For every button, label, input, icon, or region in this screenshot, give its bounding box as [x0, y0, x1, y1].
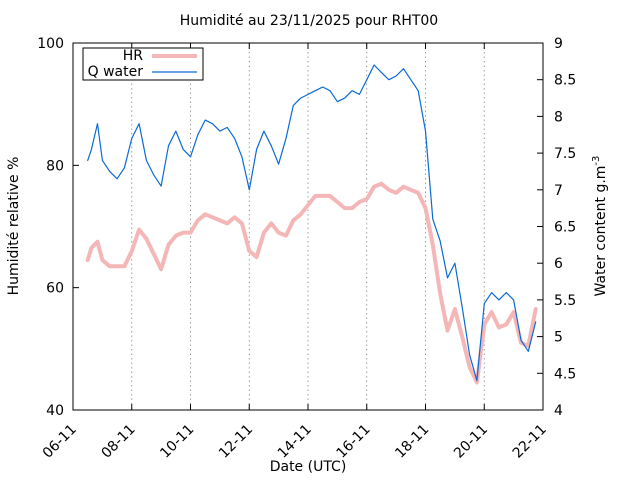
- y-axis-right-label-sup: -3: [591, 156, 602, 166]
- x-axis-label: Date (UTC): [270, 459, 347, 475]
- x-tick-label: 10-11: [157, 422, 197, 462]
- series-line-hr: [85, 181, 538, 385]
- y-left-tick-label: 40: [46, 403, 64, 419]
- x-tick-label: 08-11: [98, 422, 138, 462]
- x-tick-label: 22-11: [510, 422, 550, 462]
- y-right-tick-label: 8.5: [554, 73, 576, 89]
- y-right-tick-label: 9: [554, 36, 563, 52]
- legend-label-hr: HR: [123, 48, 144, 64]
- axes: 06-11 08-11 10-11 12-11 14-11 16-11 18-11 20-11…: [37, 36, 576, 462]
- x-tick-label: 06-11: [40, 422, 80, 462]
- x-tick-label: 14-11: [275, 422, 315, 462]
- x-tick-label: 16-11: [333, 422, 373, 462]
- legend-box: [82, 47, 204, 81]
- y-left-tick-label: 100: [37, 36, 64, 52]
- series-line-qwater: [87, 64, 537, 382]
- y-right-tick-label: 6: [554, 256, 563, 272]
- x-tick-label: 20-11: [451, 422, 491, 462]
- y-right-tick-label: 7.5: [554, 146, 576, 162]
- y-right-tick-label: 4: [554, 403, 563, 419]
- y-axis-left-label: Humidité relative %: [6, 157, 22, 296]
- y-right-tick-label: 4.5: [554, 366, 576, 382]
- chart-title: Humidité au 23/11/2025 pour RHT00: [180, 13, 438, 29]
- y-right-tick-label: 5: [554, 330, 563, 346]
- x-tick-label: 18-11: [392, 422, 432, 462]
- y-right-tick-label: 5.5: [554, 293, 576, 309]
- legend-label-qwater: Q water: [88, 64, 144, 80]
- series-lines: [85, 64, 538, 385]
- y-right-tick-label: 8: [554, 109, 563, 125]
- y-right-tick-label: 6.5: [554, 220, 576, 236]
- y-axis-right-label: Water content g.m-3: [591, 156, 609, 297]
- y-left-tick-label: 60: [46, 281, 64, 297]
- y-right-tick-label: 7: [554, 183, 563, 199]
- x-tick-label: 12-11: [216, 422, 256, 462]
- grid-lines: [131, 43, 485, 410]
- legend: HR Q water: [82, 47, 204, 81]
- y-axis-right-label-main: Water content g.m: [593, 166, 609, 297]
- y-left-tick-label: 80: [46, 158, 64, 174]
